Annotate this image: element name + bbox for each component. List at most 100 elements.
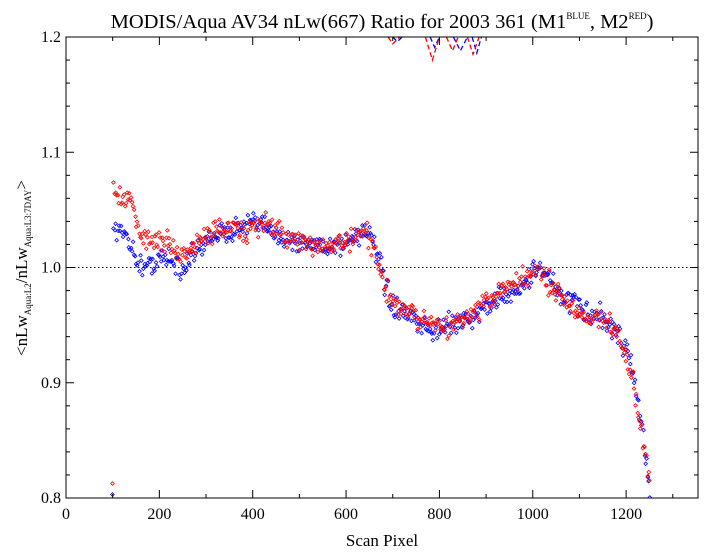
blue-point [245,212,251,218]
red-point [383,284,389,290]
red-point [361,226,366,231]
red-point [540,270,546,276]
x-tick-label: 200 [147,506,171,523]
blue-point [578,303,584,308]
y-axis-ticks: 0.8 0.9 1.0 1.1 1.2 [41,29,698,507]
red-point [290,237,296,243]
red-point [520,264,525,269]
red-point [498,293,504,298]
red-point [496,281,502,287]
red-point [267,220,273,226]
blue-point [132,253,138,259]
red-point [403,311,409,317]
blue-point [495,302,501,307]
red-point [178,259,183,264]
red-point [152,233,158,239]
red-point [320,237,326,242]
red-point [169,246,175,252]
red-point [562,294,567,299]
red-point [647,478,652,483]
blue-point [180,262,186,268]
blue-point [203,242,208,248]
blue-point [290,247,295,253]
dashed-curves [387,37,483,63]
blue-point [377,250,383,256]
blue-point [442,330,448,335]
red-point [283,239,288,245]
red-point [211,232,217,238]
blue-point [431,331,437,336]
red-point [506,282,512,287]
red-point [145,234,150,240]
blue-point [474,311,479,317]
blue-point [188,252,194,258]
red-point [396,299,402,304]
red-point [569,301,575,306]
blue-point [532,265,537,271]
blue-point [233,215,239,221]
red-point [172,248,177,254]
red-point [146,241,152,247]
blue-point [487,308,493,314]
blue-point [436,331,442,337]
blue-point [581,317,587,323]
red-point [611,326,616,332]
x-tick-label: 600 [334,506,358,523]
red-point [111,180,116,185]
blue-point [149,271,155,276]
red-point [420,316,425,322]
red-point [393,296,399,302]
blue-point [184,251,190,256]
red-point [394,300,400,305]
blue-point [267,224,272,230]
blue-point [521,285,527,291]
red-point [275,220,281,226]
x-axis-ticks: 0 200 400 600 800 1000 1200 [62,37,674,523]
red-point [172,250,178,256]
blue-point [250,210,256,216]
red-point [297,247,302,253]
blue-point [493,298,498,304]
red-point [638,423,644,428]
blue-point [405,316,410,322]
blue-point [455,325,461,331]
blue-point [275,241,281,246]
red-point [358,228,364,234]
blue-point [224,239,229,245]
red-point [340,240,345,245]
blue-point [470,317,476,323]
blue-point [227,235,232,241]
blue-point [247,221,252,227]
blue-point [473,315,478,320]
red-point [219,224,225,229]
chart-title: MODIS/Aqua AV34 nLw(667) Ratio for 2003 … [111,11,654,33]
ylabel-sub2: Aqua:L3:7DAY [23,189,33,247]
red-point [552,292,558,297]
red-point [150,240,155,245]
blue-point [553,284,558,290]
blue-point [499,296,505,302]
red-point [451,326,456,332]
red-point [205,240,211,246]
blue-point [162,252,168,258]
blue-point [229,234,234,240]
red-point [359,234,365,239]
red-point [386,298,392,303]
red-point [635,410,641,416]
title-main: MODIS/Aqua AV34 nLw(667) Ratio for 2003 … [111,11,567,33]
blue-point [327,236,333,242]
red-point [419,319,425,324]
y-axis-label: <nLwAqua:L2/nLwAqua:L3:7DAY> [12,180,33,356]
blue-point [428,329,434,335]
red-point [374,254,380,260]
red-point [261,228,266,234]
red-point [562,300,568,305]
blue-point [161,257,167,263]
blue-point [501,285,507,291]
blue-point [117,228,123,234]
red-point [209,234,214,240]
red-point [244,236,249,242]
red-point [493,294,499,300]
red-point [191,240,197,246]
